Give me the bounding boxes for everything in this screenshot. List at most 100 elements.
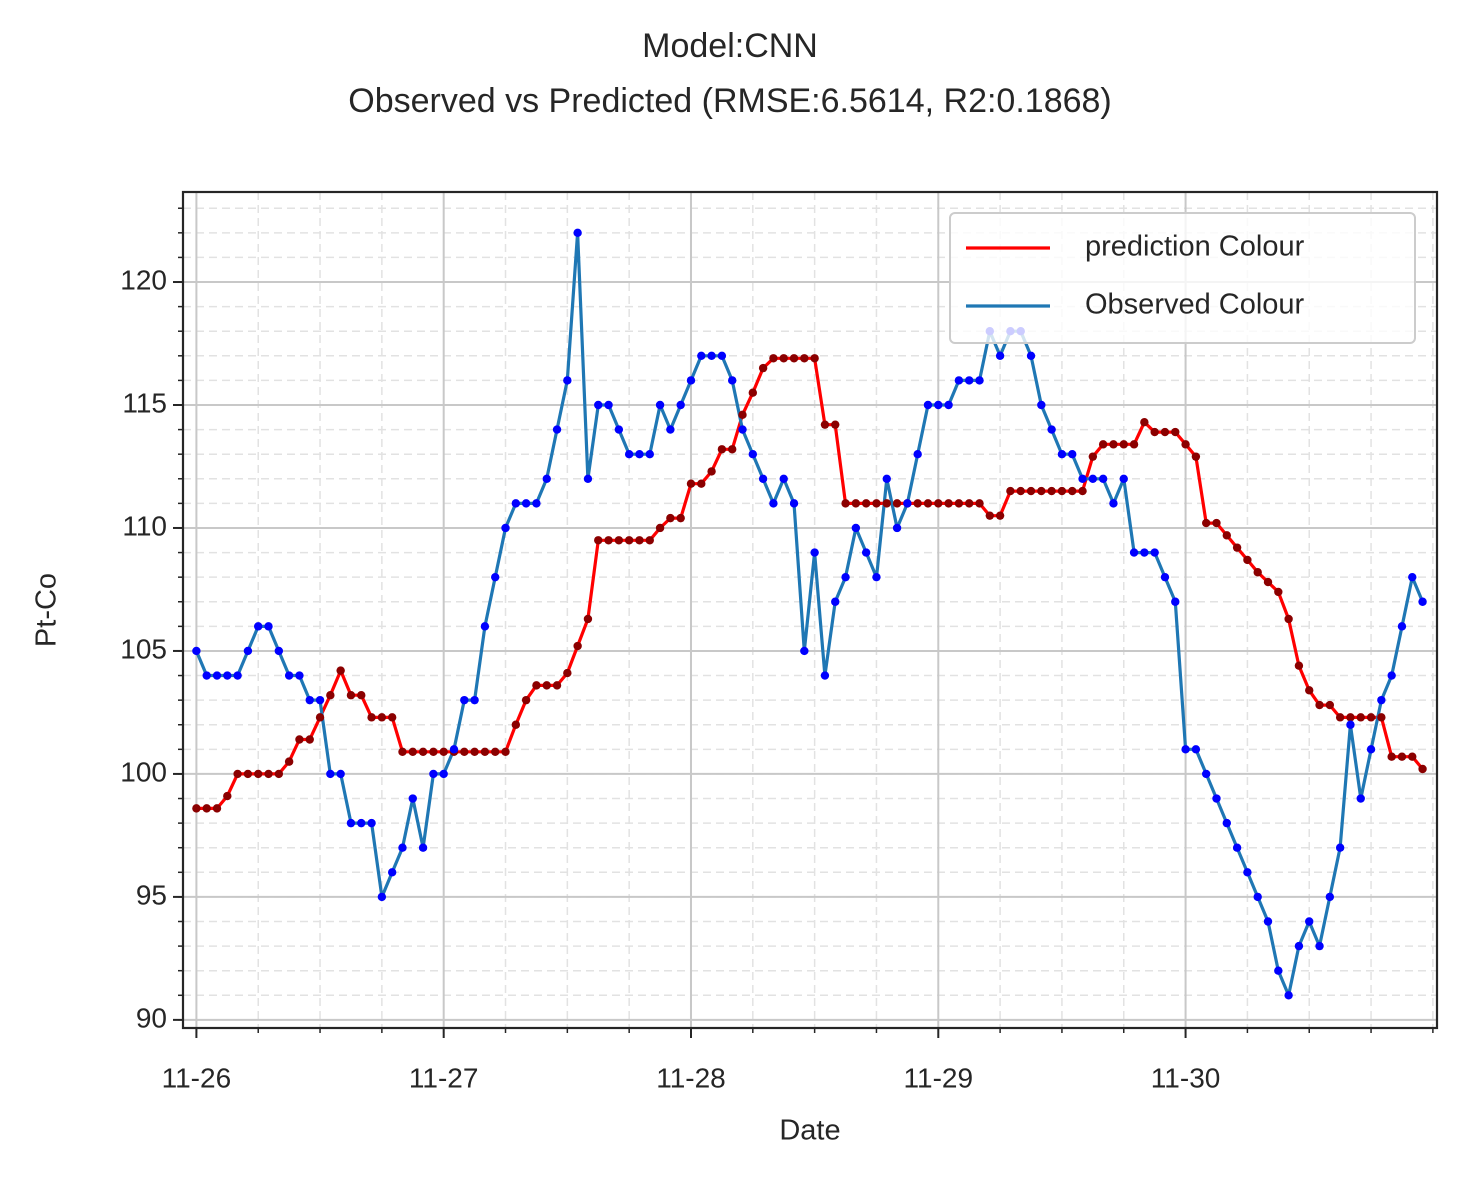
data-point bbox=[563, 668, 572, 678]
data-point bbox=[295, 671, 304, 680]
data-point bbox=[645, 449, 654, 459]
data-point bbox=[326, 769, 335, 779]
data-point bbox=[707, 351, 716, 361]
data-point bbox=[491, 747, 500, 756]
data-point bbox=[501, 523, 510, 533]
data-point bbox=[326, 691, 335, 700]
data-point bbox=[1315, 700, 1324, 710]
data-point bbox=[357, 691, 366, 700]
chart-title: Model:CNN bbox=[642, 27, 818, 65]
data-point bbox=[408, 794, 417, 803]
data-point bbox=[202, 804, 211, 813]
data-point bbox=[398, 747, 407, 756]
data-point bbox=[346, 691, 356, 700]
data-point bbox=[717, 445, 727, 454]
data-point bbox=[820, 671, 830, 680]
data-point bbox=[707, 467, 716, 476]
data-point bbox=[1098, 440, 1108, 449]
data-point bbox=[470, 747, 479, 756]
data-point bbox=[594, 536, 603, 545]
data-point bbox=[1047, 486, 1056, 496]
data-point bbox=[480, 747, 490, 756]
data-point bbox=[552, 681, 562, 690]
data-point bbox=[1057, 486, 1067, 496]
data-point bbox=[635, 449, 644, 459]
data-point bbox=[212, 804, 222, 813]
data-point bbox=[944, 400, 953, 410]
data-point bbox=[1346, 720, 1355, 729]
data-point bbox=[882, 499, 891, 508]
x-tick-label: 11-30 bbox=[1151, 1062, 1221, 1093]
data-point bbox=[655, 523, 665, 533]
data-point bbox=[1191, 745, 1201, 754]
x-axis-label: Date bbox=[779, 1115, 840, 1147]
data-point bbox=[1346, 713, 1355, 722]
data-point bbox=[1387, 752, 1396, 761]
data-point bbox=[1305, 917, 1314, 926]
data-point bbox=[789, 499, 799, 508]
data-point bbox=[954, 376, 964, 385]
y-tick-label: 90 bbox=[136, 1002, 167, 1033]
data-point bbox=[1119, 474, 1128, 483]
data-point bbox=[1366, 745, 1376, 754]
data-point bbox=[1366, 713, 1376, 722]
data-point bbox=[985, 511, 995, 520]
x-tick-label: 11-28 bbox=[656, 1062, 726, 1093]
data-point bbox=[851, 523, 861, 533]
data-point bbox=[460, 695, 469, 705]
data-point bbox=[1171, 427, 1180, 437]
data-point bbox=[295, 735, 304, 744]
data-point bbox=[367, 818, 376, 828]
data-point bbox=[202, 671, 211, 680]
data-point bbox=[666, 425, 675, 434]
data-point bbox=[1201, 769, 1211, 779]
data-point bbox=[1397, 752, 1407, 761]
data-point bbox=[336, 769, 345, 779]
data-point bbox=[882, 474, 891, 483]
plot-frame bbox=[181, 190, 1439, 1030]
data-point bbox=[1284, 991, 1293, 1000]
data-point bbox=[583, 474, 593, 483]
data-point bbox=[367, 713, 376, 722]
data-point bbox=[573, 228, 582, 238]
data-point bbox=[995, 511, 1005, 520]
data-point bbox=[542, 474, 551, 483]
data-point bbox=[1088, 452, 1098, 461]
data-point bbox=[1160, 572, 1170, 582]
data-point bbox=[934, 499, 943, 508]
data-point bbox=[377, 713, 387, 722]
y-tick-label: 100 bbox=[120, 756, 167, 787]
data-point bbox=[964, 499, 974, 508]
data-point bbox=[913, 499, 922, 508]
data-point bbox=[1284, 614, 1293, 624]
data-point bbox=[1263, 577, 1273, 587]
data-point bbox=[1119, 440, 1128, 449]
data-point bbox=[810, 354, 819, 363]
data-point bbox=[501, 747, 510, 756]
y-tick-label: 110 bbox=[122, 510, 167, 541]
data-point bbox=[233, 671, 242, 680]
data-point bbox=[748, 388, 758, 397]
data-point bbox=[800, 354, 809, 363]
data-point bbox=[758, 363, 768, 373]
data-point bbox=[511, 499, 521, 508]
data-point bbox=[1098, 474, 1108, 483]
data-point bbox=[418, 843, 428, 852]
data-point bbox=[192, 646, 201, 656]
data-point bbox=[995, 351, 1005, 361]
y-tick-label: 105 bbox=[120, 633, 167, 664]
data-point bbox=[1026, 486, 1036, 496]
data-point bbox=[666, 513, 675, 523]
data-point bbox=[408, 747, 417, 756]
data-point bbox=[1243, 555, 1252, 565]
data-point bbox=[284, 671, 294, 680]
data-point bbox=[1150, 548, 1159, 557]
data-point bbox=[676, 400, 685, 410]
series-line bbox=[196, 356, 1424, 810]
data-point bbox=[738, 410, 747, 420]
data-point bbox=[1037, 486, 1046, 496]
data-point bbox=[872, 499, 881, 508]
data-point bbox=[769, 499, 778, 508]
data-point bbox=[387, 868, 397, 877]
chart-subtitle: Observed vs Predicted (RMSE:6.5614, R2:0… bbox=[348, 82, 1112, 120]
